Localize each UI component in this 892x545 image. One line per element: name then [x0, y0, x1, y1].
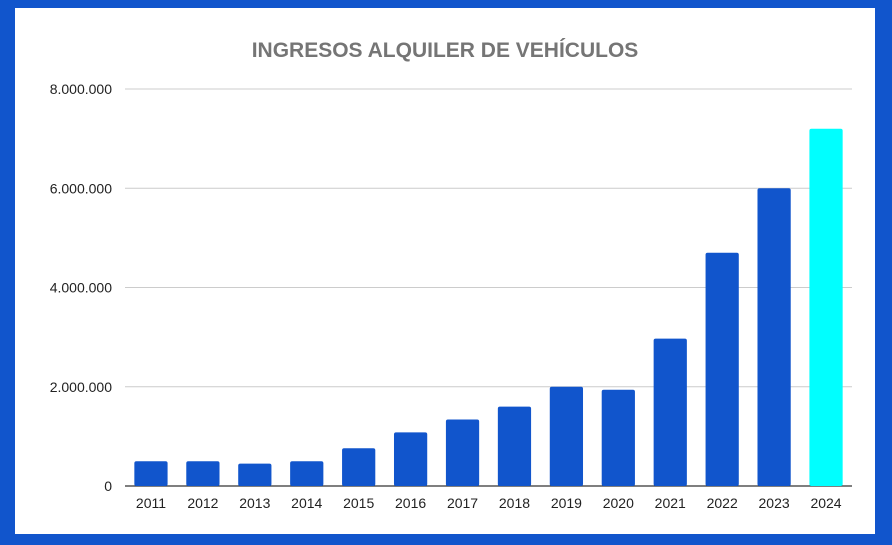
bar-2024: [809, 128, 843, 486]
bar-2023: [757, 188, 791, 486]
x-tick-label: 2022: [707, 495, 738, 511]
bar-2019: [549, 386, 584, 486]
bar-2014: [290, 461, 324, 486]
bar-2018: [497, 406, 532, 486]
x-tick-label: 2024: [810, 495, 841, 511]
chart-title: INGRESOS ALQUILER DE VEHÍCULOS: [252, 39, 639, 62]
bar-2015: [342, 448, 376, 486]
x-tick-label: 2018: [499, 495, 530, 511]
x-tick-label: 2011: [136, 495, 166, 511]
y-tick-label: 6.000.000: [50, 180, 112, 196]
x-tick-label: 2014: [291, 495, 322, 511]
x-tick-label: 2016: [395, 495, 426, 511]
y-tick-label: 4.000.000: [50, 280, 112, 296]
x-tick-label: 2021: [655, 495, 686, 511]
x-tick-label: 2019: [551, 495, 582, 511]
x-tick-label: 2015: [343, 495, 374, 511]
x-tick-label: 2017: [447, 495, 478, 511]
bar-2021: [653, 338, 687, 486]
x-tick-label: 2012: [187, 495, 218, 511]
x-tick-label: 2023: [759, 495, 790, 511]
x-tick-label: 2013: [239, 495, 270, 511]
bars: [134, 128, 843, 486]
y-axis-ticks: 0 2.000.000 4.000.000 6.000.000 8.000.000: [50, 81, 113, 494]
bar-2013: [238, 463, 272, 486]
y-tick-label: 0: [104, 478, 112, 494]
bar-2020: [601, 389, 635, 486]
bar-2011: [134, 461, 168, 486]
bar-2016: [393, 432, 428, 486]
x-axis-ticks: 2011 2012 2013 2014 2015 2016 2017 2018 2019 2020…: [136, 495, 842, 511]
y-tick-label: 8.000.000: [50, 81, 112, 97]
bar-2012: [186, 461, 220, 486]
bar-2022: [705, 252, 739, 486]
chart-panel: INGRESOS ALQUILER DE VEHÍCULOS 0 2.000.00…: [15, 8, 875, 534]
bar-2017: [445, 419, 480, 486]
gridlines: [125, 88, 852, 487]
y-tick-label: 2.000.000: [50, 379, 112, 395]
bar-chart: INGRESOS ALQUILER DE VEHÍCULOS 0 2.000.00…: [50, 39, 852, 511]
x-tick-label: 2020: [603, 495, 634, 511]
